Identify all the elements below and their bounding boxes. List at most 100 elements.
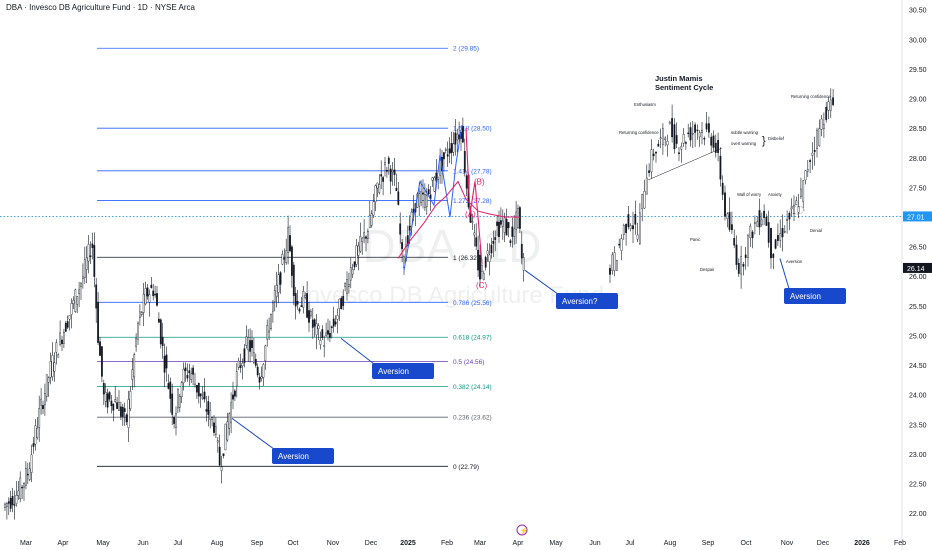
candle-body (110, 400, 113, 406)
candle-body (285, 250, 288, 264)
price-tick-label: 30.00 (909, 37, 927, 44)
candle-body (99, 341, 101, 356)
candle-body (811, 152, 814, 156)
candle-body (387, 157, 390, 164)
time-tick-label: Sep (702, 540, 715, 547)
candle-body (363, 232, 365, 239)
candle-body (673, 124, 676, 150)
candle-body (731, 224, 733, 231)
event-marker-icon (516, 524, 528, 536)
fib-level-label: 2 (29.85) (453, 46, 479, 53)
candle-body (616, 260, 618, 271)
candle-body (298, 308, 301, 312)
candle-body (751, 231, 754, 239)
candle-body (475, 237, 478, 247)
candle-body (515, 211, 518, 230)
candle-body (38, 408, 41, 428)
candle-body (424, 194, 426, 208)
price-tick-label: 25.50 (909, 304, 927, 311)
candle-body (367, 231, 369, 239)
candle-body (486, 250, 489, 255)
candle-body (719, 155, 722, 180)
candle-body (496, 221, 498, 226)
candle-body (125, 414, 128, 423)
candle-body (793, 204, 795, 214)
time-tick-label: 2025 (400, 540, 416, 547)
candle-body (45, 374, 48, 397)
candle-body (66, 321, 69, 328)
candle-body (351, 269, 354, 275)
candle-body (121, 406, 124, 417)
candle-body (154, 293, 156, 296)
candle-body (313, 319, 316, 327)
inset-label: Enthusiasm (634, 102, 656, 107)
candle-body (332, 318, 335, 327)
inset-label: Anxiety (768, 192, 783, 197)
candle-body (481, 265, 483, 272)
candle-body (325, 332, 327, 336)
candle-body (349, 267, 352, 281)
candle-body (40, 398, 43, 406)
candle-body (650, 149, 653, 173)
candle-body (376, 182, 379, 189)
candle-body (108, 392, 111, 400)
candle-body (484, 257, 487, 268)
inset-title-line2: Sentiment Cycle (655, 83, 713, 92)
candle-body (675, 135, 678, 144)
candle-body (190, 373, 193, 380)
candle-body (144, 288, 147, 305)
candle-body (260, 376, 263, 379)
candle-body (28, 468, 31, 481)
candle-body (329, 332, 331, 338)
candle-body (230, 402, 232, 424)
candle-body (30, 454, 33, 473)
candle-body (666, 140, 669, 146)
callout-box (556, 293, 618, 309)
candle-body (708, 123, 710, 133)
candle-body (133, 354, 136, 378)
candle-body (195, 384, 198, 393)
candle-body (439, 160, 441, 176)
candle-body (214, 426, 217, 435)
candle-body (112, 403, 115, 411)
candle-body (740, 256, 743, 275)
inset-title-line1: Justin Mamis (655, 74, 703, 83)
event-marker-glyph: ⚡ (520, 526, 529, 535)
candle-body (777, 235, 779, 241)
candle-body (15, 495, 18, 505)
candle-body (682, 134, 685, 144)
candle-body (72, 299, 75, 304)
candle-body (205, 409, 208, 412)
candle-body (97, 301, 100, 343)
candle-body (431, 177, 434, 181)
candle-body (106, 393, 109, 408)
candle-body (471, 221, 474, 223)
time-tick-label: Apr (513, 540, 525, 547)
candle-body (818, 128, 821, 147)
candle-body (89, 255, 92, 257)
candle-body (701, 130, 703, 133)
candle-body (247, 337, 250, 351)
candle-body (186, 374, 189, 379)
candle-body (78, 289, 81, 294)
candle-body (691, 132, 694, 135)
candle-body (213, 422, 215, 433)
candle-body (714, 142, 717, 153)
candle-body (135, 337, 137, 347)
candle-body (348, 283, 350, 287)
candle-body (156, 293, 158, 306)
candle-body (749, 225, 752, 238)
candle-body (657, 143, 660, 147)
candle-body (11, 495, 14, 506)
candle-body (694, 124, 697, 133)
price-tick-label: 24.00 (909, 393, 927, 400)
candle-body (613, 252, 616, 271)
candle-body (176, 389, 179, 409)
candle-body (747, 235, 749, 258)
candle-body (171, 393, 174, 415)
candle-body (327, 330, 329, 335)
time-tick-label: Oct (741, 540, 752, 547)
callout-box (372, 363, 434, 379)
time-tick-label: Feb (441, 540, 453, 547)
